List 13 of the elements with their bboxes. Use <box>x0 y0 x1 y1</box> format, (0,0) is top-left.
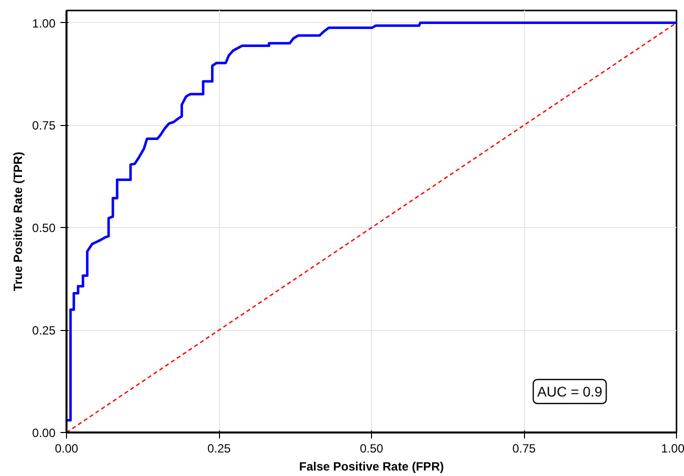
annotation: AUC = 0.9 <box>537 384 602 400</box>
x-tick-label: 0.00 <box>54 442 79 456</box>
x-tick-label: 0.50 <box>360 442 384 456</box>
y-tick-label: 0.25 <box>32 324 56 338</box>
y-tick-label: 1.00 <box>32 16 56 30</box>
x-axis-title: False Positive Rate (FPR) <box>299 460 444 474</box>
y-tick-label: 0.50 <box>32 221 56 236</box>
y-tick-label: 0.00 <box>32 426 56 440</box>
y-axis-title: True Positive Rate (TPR) <box>11 152 26 292</box>
x-tick-label: 0.75 <box>512 442 536 456</box>
x-tick-label: 0.25 <box>207 442 232 456</box>
y-tick-label: 0.75 <box>32 118 56 133</box>
x-tick-label: 1.00 <box>661 442 684 456</box>
